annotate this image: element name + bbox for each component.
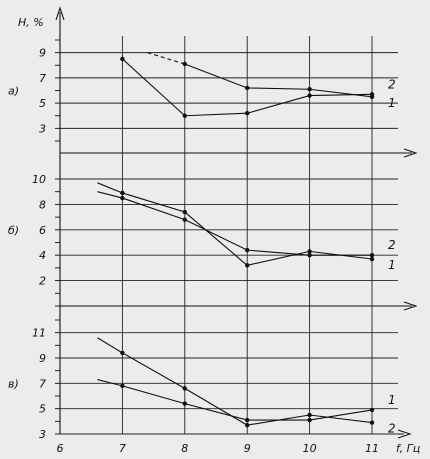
panel-1-series-2-point-3 xyxy=(245,247,250,253)
panel-1-series-2-point-5 xyxy=(369,253,375,258)
axes-layer xyxy=(55,6,418,439)
x-tick-label-9: 9 xyxy=(244,442,251,455)
panel-2-series-2-line xyxy=(97,337,373,426)
panel-2-series-2-point-4 xyxy=(307,412,312,418)
panel-1-series-1-point-3 xyxy=(245,263,250,268)
panel-0-series-2-point-2 xyxy=(245,111,250,116)
panel-1-series-1-point-4 xyxy=(307,249,312,254)
panel-2-series-2-point-5 xyxy=(369,420,375,425)
panel-0-y-tick-label-3: 3 xyxy=(39,122,46,135)
x-axis-label: f, Гц xyxy=(396,442,420,455)
panel-1-series-2-point-2 xyxy=(182,217,187,222)
panel-2-series-label-2: 2 xyxy=(388,422,396,436)
y-axis-label: H, % xyxy=(18,16,44,29)
panel-0-arrow xyxy=(403,148,418,158)
panel-2-series-1-point-3 xyxy=(245,417,250,423)
panel-1-arrow xyxy=(403,301,418,311)
panel-1-series-1-point-1 xyxy=(120,190,125,196)
panel-1-series-2-line xyxy=(97,191,372,256)
panel-0-series-1-point-2 xyxy=(245,85,250,91)
panel-0-y-tick-label-5: 5 xyxy=(39,97,46,110)
panel-1-series-label-1: 1 xyxy=(388,258,396,272)
x-tick-label-8: 8 xyxy=(181,442,188,455)
labels-layer: 6 7 8 9 10 11 3 5 7 9 а) 1 2 2 4 6 8 10 б) 1 2 3 5 7 9 11 в) 1 2 xyxy=(8,47,396,455)
panel-2-series-1-point-1 xyxy=(120,383,125,389)
panel-2-series-1-point-4 xyxy=(307,417,312,423)
panel-0-series-2-point-3 xyxy=(307,93,312,98)
x-tick-label-7: 7 xyxy=(119,442,126,455)
panel-label-0: а) xyxy=(8,85,19,98)
panel-2-series-label-1: 1 xyxy=(388,393,396,407)
panel-2-series-1-line xyxy=(97,379,373,421)
panel-1-y-tick-label-6: 6 xyxy=(39,224,46,237)
y-axis-arrow xyxy=(55,6,65,21)
panel-1-y-tick-label-10: 10 xyxy=(32,173,46,186)
panel-0-y-tick-label-9: 9 xyxy=(39,47,46,60)
panel-label-1: б) xyxy=(8,224,19,237)
panel-2-y-tick-label-11: 11 xyxy=(32,327,46,340)
panel-2-y-tick-label-5: 5 xyxy=(39,403,46,416)
panel-0-series-1-point-1 xyxy=(182,61,187,67)
panel-0-series-2-point-1 xyxy=(182,113,187,118)
panel-1-series-label-2: 2 xyxy=(388,238,396,252)
panel-0-series-label-1: 1 xyxy=(388,96,396,110)
x-axis-arrow xyxy=(397,429,412,439)
panel-2-series-2-point-2 xyxy=(182,386,187,391)
panel-0-series-1-point-3 xyxy=(307,87,312,92)
panel-2-y-tick-label-9: 9 xyxy=(39,352,46,365)
panel-1-series-1-point-5 xyxy=(369,256,375,262)
series-layer xyxy=(97,52,375,428)
panel-0-series-1-line xyxy=(184,63,373,98)
panel-1-y-tick-label-8: 8 xyxy=(39,198,46,211)
panel-2-series-1-point-2 xyxy=(182,401,187,406)
panel-0-series-2-point-4 xyxy=(369,92,375,97)
panel-label-2: в) xyxy=(8,377,19,390)
panel-1-series-1-point-2 xyxy=(182,209,187,215)
panel-2-series-1-point-5 xyxy=(369,407,375,413)
panel-2-y-tick-label-3: 3 xyxy=(39,428,46,441)
panel-1-y-tick-label-4: 4 xyxy=(39,249,46,262)
panel-2-series-2-point-3 xyxy=(245,422,250,428)
panel-1-series-2-point-1 xyxy=(120,195,125,201)
panel-1-y-tick-label-2: 2 xyxy=(39,275,46,288)
panel-2-series-2-point-1 xyxy=(120,350,125,356)
panel-0-series-label-2: 2 xyxy=(388,77,396,91)
panel-0-series-2-point-0 xyxy=(120,56,125,62)
panel-1-series-2-point-4 xyxy=(307,253,312,258)
panel-0-y-tick-label-7: 7 xyxy=(39,72,46,85)
panel-1-series-1-line xyxy=(97,182,373,266)
x-tick-label-6: 6 xyxy=(57,442,64,455)
x-tick-label-11: 11 xyxy=(365,442,379,455)
panel-0-series-1-dashed xyxy=(147,52,185,65)
x-tick-label-10: 10 xyxy=(303,442,317,455)
panel-2-y-tick-label-7: 7 xyxy=(39,377,46,390)
grid-layer xyxy=(60,36,398,435)
